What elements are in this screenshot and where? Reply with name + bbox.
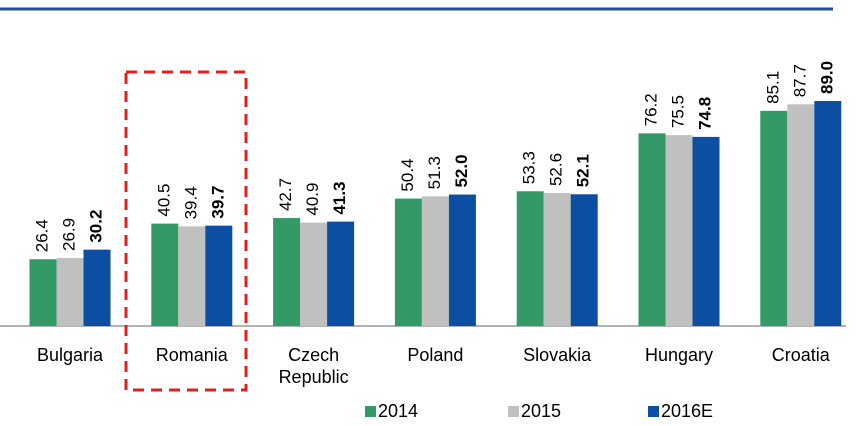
bar <box>516 191 544 326</box>
bar <box>273 218 301 326</box>
bar <box>421 196 449 326</box>
value-label: 76.2 <box>641 93 660 126</box>
bar <box>692 136 720 326</box>
value-label: 40.5 <box>154 184 173 217</box>
legend-swatch <box>648 406 659 417</box>
bar <box>394 198 422 326</box>
bar <box>205 225 233 326</box>
value-label: 50.4 <box>398 158 417 191</box>
bar <box>83 249 111 326</box>
value-label: 42.7 <box>276 178 295 211</box>
x-tick-label: Croatia <box>771 345 830 365</box>
x-tick-label: Bulgaria <box>36 345 104 365</box>
value-label: 39.7 <box>208 186 227 219</box>
bar <box>29 259 57 326</box>
value-label: 26.9 <box>59 218 78 251</box>
x-tick-label: Hungary <box>644 345 714 365</box>
value-label: 40.9 <box>303 183 322 216</box>
legend-swatch <box>365 406 376 417</box>
legend-label: 2016E <box>661 401 713 421</box>
bar <box>760 110 788 326</box>
value-label: 26.4 <box>32 219 51 252</box>
value-label: 53.3 <box>520 151 539 184</box>
bar <box>787 104 815 326</box>
x-tick-label: Romania <box>155 345 228 365</box>
x-tick-label: Slovakia <box>523 345 592 365</box>
value-label: 30.2 <box>86 210 105 243</box>
value-label: 52.0 <box>452 154 471 187</box>
value-label: 89.0 <box>817 61 836 94</box>
legend-label: 2014 <box>378 401 418 421</box>
bar <box>300 222 328 326</box>
bar <box>570 194 598 326</box>
x-tick-label: Poland <box>407 345 464 365</box>
value-label: 52.6 <box>547 153 566 186</box>
highlight-box <box>124 70 248 392</box>
bar <box>448 194 476 326</box>
value-label: 87.7 <box>790 64 809 97</box>
x-tick-label: Czech Republic <box>278 345 349 387</box>
legend-label: 2015 <box>521 401 561 421</box>
value-label: 85.1 <box>763 71 782 104</box>
value-label: 52.1 <box>574 154 593 187</box>
bar <box>638 133 666 326</box>
bar <box>543 193 571 326</box>
bar <box>151 223 179 326</box>
bar <box>178 226 206 326</box>
legend-swatch <box>508 406 519 417</box>
value-label: 51.3 <box>425 156 444 189</box>
bar <box>327 221 355 326</box>
bar <box>56 257 84 326</box>
value-label: 75.5 <box>668 95 687 128</box>
bar <box>665 135 693 326</box>
value-label: 39.4 <box>181 186 200 219</box>
value-label: 41.3 <box>330 181 349 214</box>
bar <box>814 101 842 326</box>
value-label: 74.8 <box>695 97 714 130</box>
